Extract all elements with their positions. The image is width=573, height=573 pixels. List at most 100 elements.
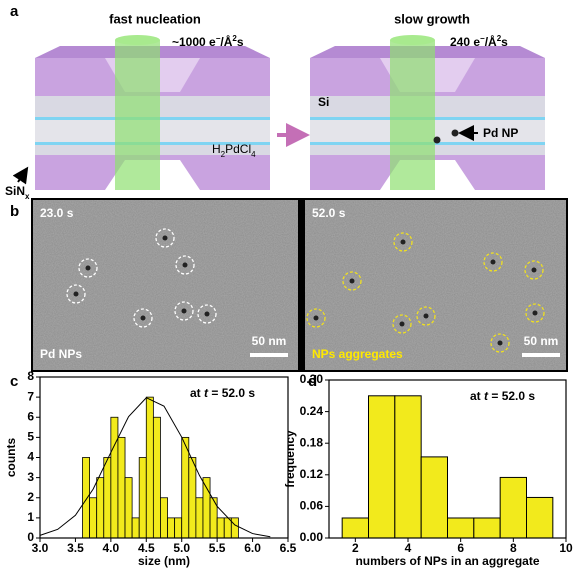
x-tick-label: 3.5: [67, 541, 84, 555]
histogram-bar: [103, 457, 112, 539]
text-part: 2: [221, 150, 226, 159]
highlight-circle: [416, 306, 436, 326]
text-part: t: [484, 389, 489, 403]
particle: [532, 310, 538, 316]
histogram-bar: [96, 477, 105, 539]
text-part: s: [237, 35, 244, 49]
text-part: ~1000 e: [172, 35, 216, 49]
beam-top: [115, 35, 160, 45]
y-tick-label: 0.24: [300, 404, 324, 418]
x-tick-label: 4.5: [138, 541, 155, 555]
text-part: H: [212, 142, 221, 156]
x-axis-label: size (nm): [138, 554, 190, 568]
panel-label: a: [10, 3, 19, 20]
text-part: at: [190, 386, 204, 400]
time-label: 52.0 s: [312, 206, 346, 220]
particle: [451, 129, 459, 137]
cell-title: fast nucleation: [109, 11, 201, 26]
highlight-circle: [524, 260, 544, 280]
panel-label: c: [10, 373, 18, 390]
liquid-cell: [35, 35, 270, 190]
particle: [140, 315, 146, 321]
scale-bar: [522, 353, 560, 357]
text-part: s: [501, 35, 508, 49]
particle: [182, 262, 188, 268]
y-tick-label: 0.12: [300, 467, 324, 481]
precursor-label: H2PdCl4: [212, 142, 256, 158]
highlight-circle: [78, 258, 98, 278]
y-tick-label: 0.18: [300, 435, 324, 449]
particle: [423, 313, 429, 319]
y-tick-label: 0.00: [300, 530, 324, 544]
x-tick-label: 5.5: [209, 541, 226, 555]
particle: [433, 136, 441, 144]
y-tick-label: 4: [27, 450, 34, 464]
panel-label: d: [308, 373, 317, 390]
histogram-bar: [124, 477, 133, 539]
particle: [400, 239, 406, 245]
particle-label: Pd NP: [483, 126, 518, 140]
electron-beam: [390, 40, 435, 190]
plot-frame: [328, 379, 567, 539]
x-tick-label: 5.0: [173, 541, 190, 555]
highlight-circle: [342, 271, 362, 291]
electron-beam: [115, 40, 160, 190]
histogram-bar: [131, 517, 140, 539]
histogram-bar: [110, 416, 119, 539]
text-part: 4: [251, 150, 256, 159]
scale-bar: [250, 353, 288, 357]
x-tick-label: 3.0: [32, 541, 49, 555]
particle: [204, 311, 210, 317]
highlight-circle: [66, 284, 86, 304]
dose-label: ~1000 e−/Å2s: [172, 34, 244, 50]
text-part: = 52.0 s: [208, 386, 255, 400]
highlight-circle: [483, 252, 503, 272]
x-tick-label: 6.0: [244, 541, 261, 555]
y-tick-label: 2: [27, 490, 34, 504]
x-tick-label: 6.5: [280, 541, 297, 555]
bar: [368, 395, 396, 539]
text-part: PdCl: [225, 142, 251, 156]
histogram-bar: [117, 436, 126, 539]
text-part: −: [216, 34, 221, 43]
histogram-bar: [216, 517, 225, 539]
frame-bottom: [310, 155, 545, 190]
y-tick-label: 1: [27, 510, 34, 524]
text-part: SiN: [5, 184, 25, 198]
particle: [73, 291, 79, 297]
beam-top: [390, 35, 435, 45]
histogram-bar: [202, 477, 211, 539]
x-tick-label: 8: [510, 541, 517, 555]
bar: [473, 517, 501, 539]
x-tick-label: 6: [457, 541, 464, 555]
highlight-circle: [174, 301, 194, 321]
histogram-bar: [82, 457, 90, 539]
text-part: 2: [497, 34, 502, 43]
text-part: /Å: [220, 34, 232, 49]
particle: [313, 315, 319, 321]
frame-bottom: [35, 155, 270, 190]
text-part: at: [470, 389, 484, 403]
histogram-bar: [145, 396, 154, 539]
y-tick-label: 5: [27, 430, 34, 444]
bar: [341, 517, 369, 539]
dose-label: 240 e−/Å2s: [450, 34, 508, 50]
panel-label: b: [10, 203, 19, 220]
text-part: t: [204, 386, 209, 400]
highlight-circle: [525, 303, 545, 323]
micrograph-texture: [305, 200, 566, 370]
histogram-bar: [195, 497, 204, 539]
text-part: 2: [232, 34, 237, 43]
particle: [162, 235, 168, 241]
highlight-circle: [490, 333, 510, 353]
cell-title: slow growth: [394, 11, 470, 26]
y-tick-label: 6: [27, 409, 34, 423]
particle: [490, 259, 496, 265]
particle: [349, 278, 355, 284]
histogram-bar: [138, 457, 147, 539]
annotation: at t = 52.0 s: [470, 389, 535, 403]
particle: [181, 308, 187, 314]
y-axis-label: counts: [4, 438, 18, 478]
